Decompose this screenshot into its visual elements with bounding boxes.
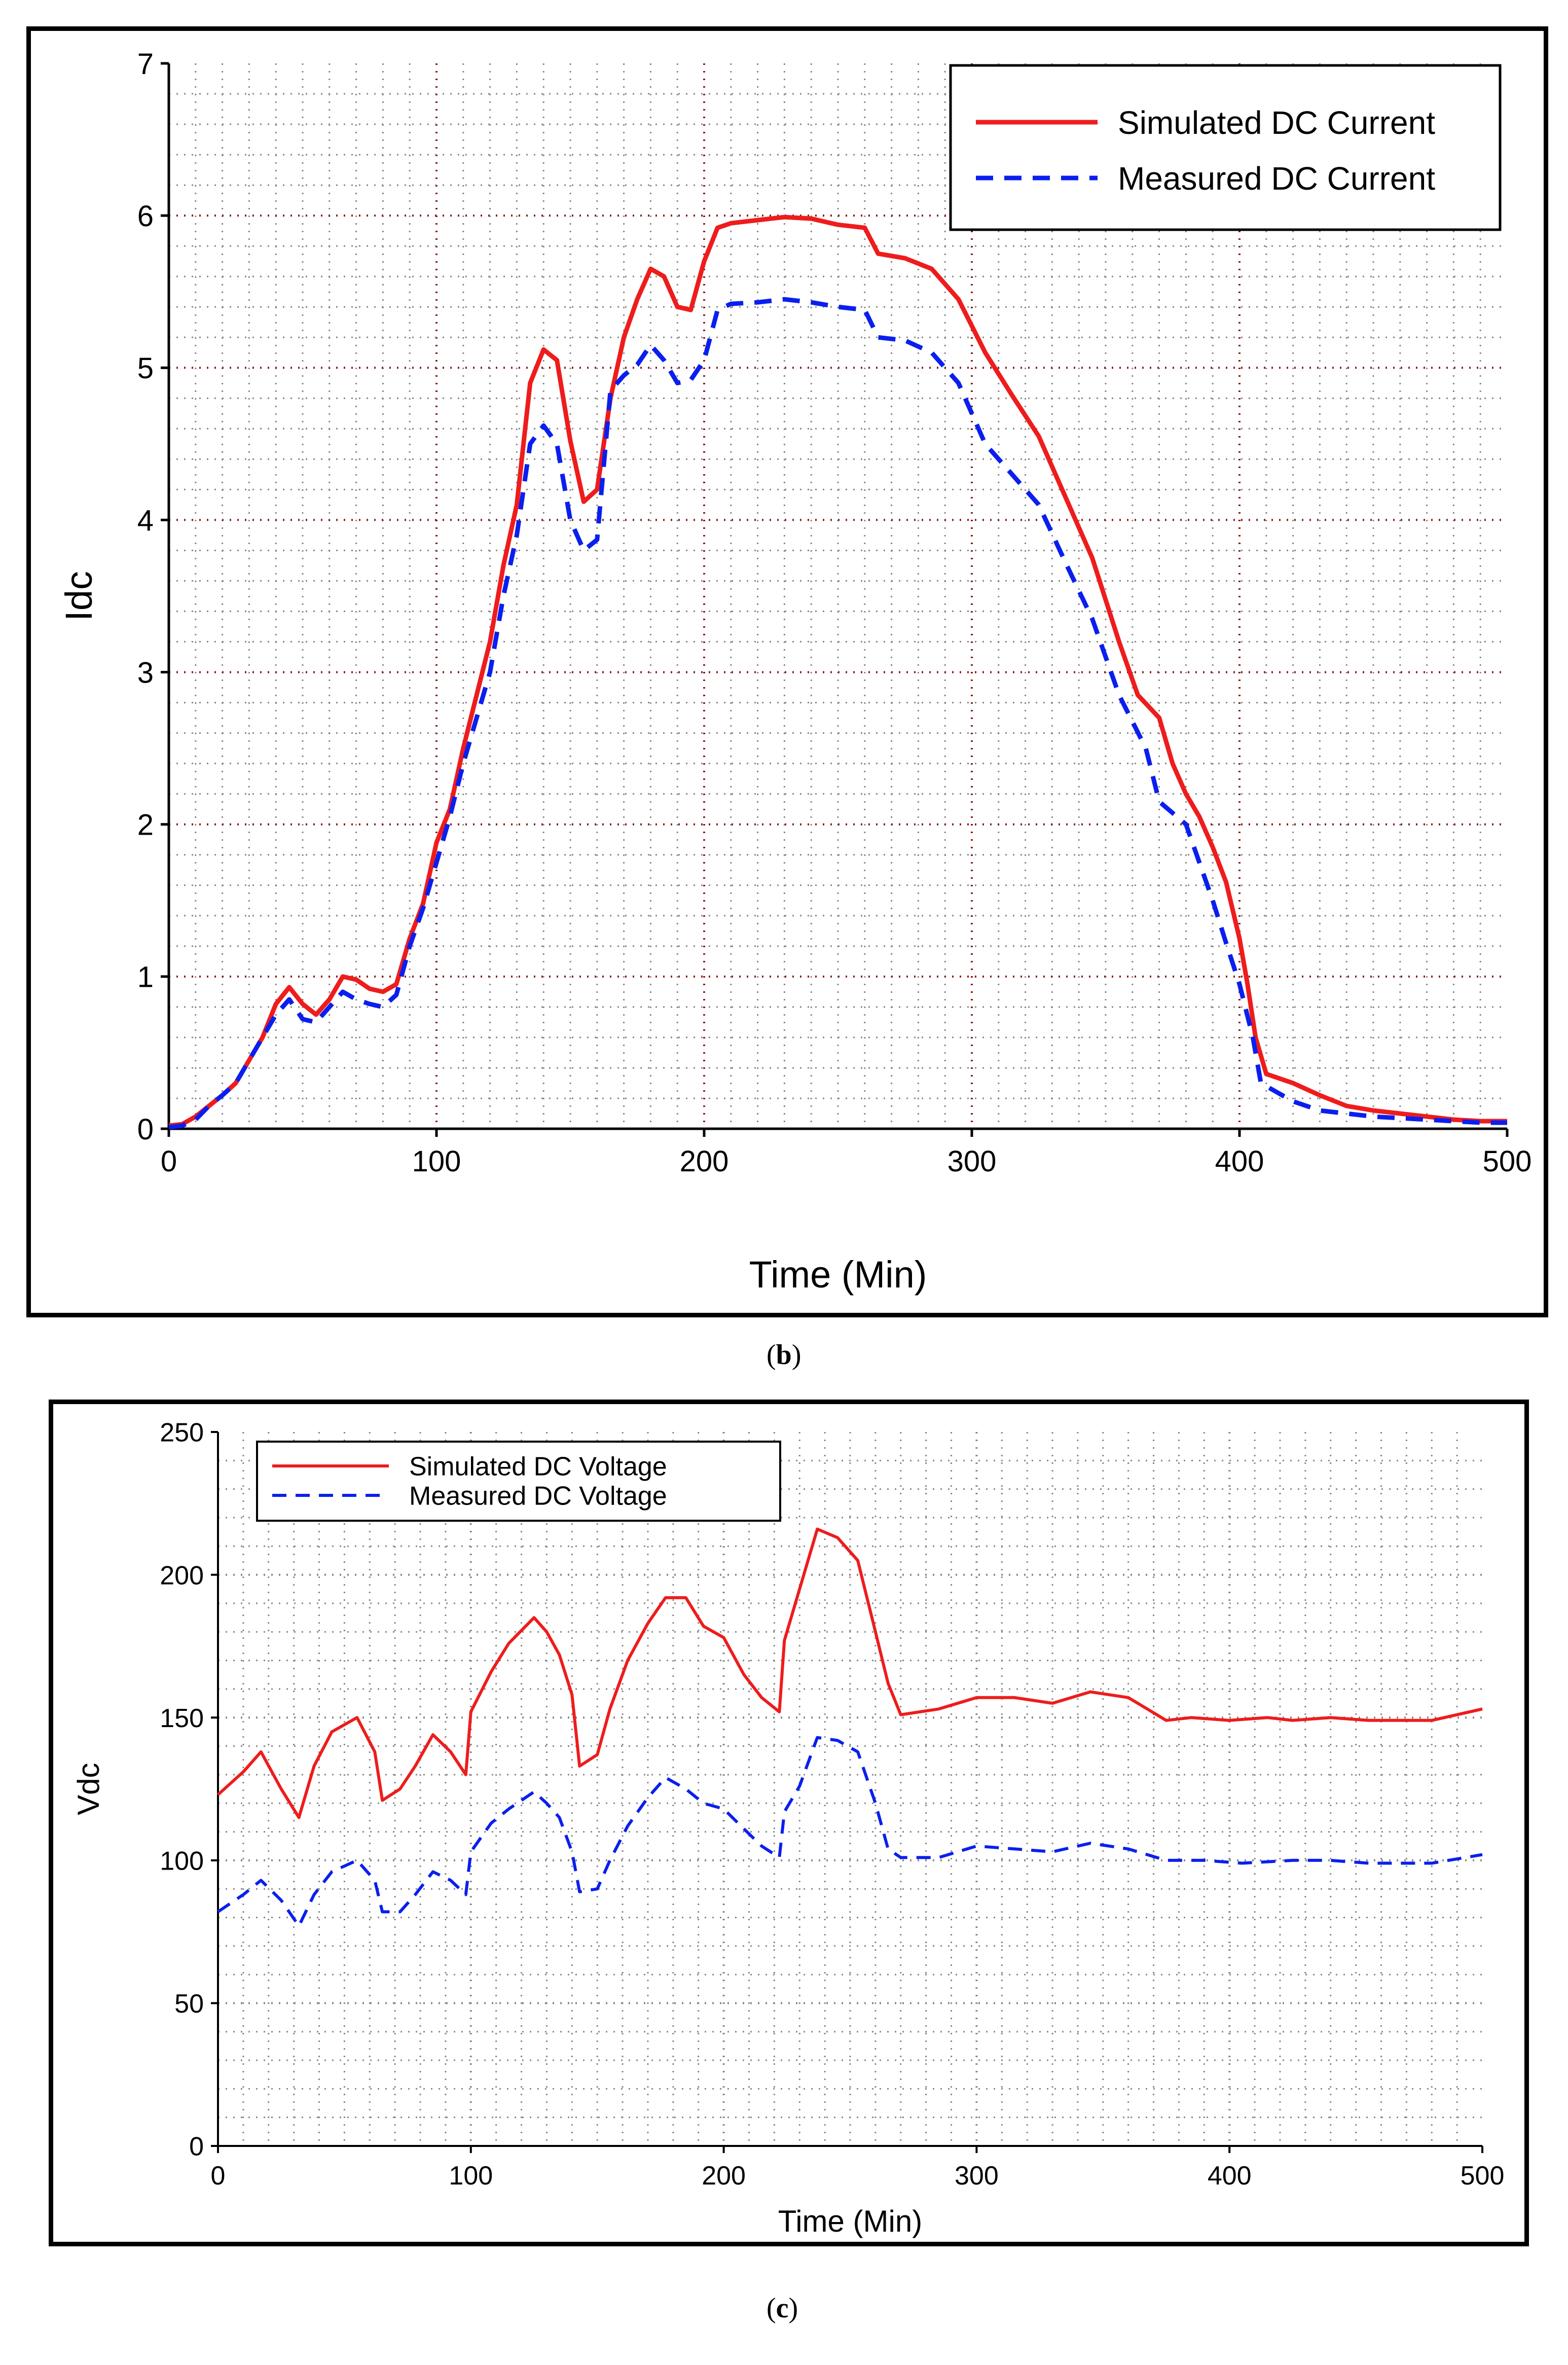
x-tick-label: 400	[1215, 1145, 1264, 1178]
chart-c-grid	[218, 1432, 1482, 2146]
y-tick-label: 4	[137, 504, 154, 537]
x-tick-label: 0	[161, 1145, 177, 1178]
x-tick-label: 300	[955, 2161, 999, 2191]
x-tick-label: 400	[1208, 2161, 1252, 2191]
x-tick-label: 100	[412, 1145, 461, 1178]
y-tick-label: 6	[137, 200, 154, 233]
y-tick-label: 0	[189, 2132, 204, 2162]
y-tick-label: 250	[160, 1418, 204, 1448]
x-tick-label: 300	[947, 1145, 997, 1178]
x-tick-label: 0	[211, 2161, 226, 2191]
x-tick-label: 500	[1461, 2161, 1505, 2191]
y-tick-label: 0	[137, 1113, 154, 1146]
y-tick-label: 100	[160, 1847, 204, 1876]
chart-b-svg: 0 100 200 300 400 500 0 1 2 3 4 5 6 7 Time (Min) Idc Sim…	[58, 48, 1532, 1296]
legend-label: Measured DC Current	[1118, 160, 1435, 197]
x-tick-label: 200	[702, 2161, 746, 2191]
y-tick-label: 2	[137, 809, 154, 842]
y-tick-label: 5	[137, 352, 154, 385]
y-tick-label: 50	[174, 1989, 204, 2019]
y-axis-title: Idc	[58, 571, 100, 621]
y-tick-label: 1	[137, 961, 154, 994]
x-axis-title: Time (Min)	[778, 2204, 922, 2238]
y-tick-label: 150	[160, 1704, 204, 1733]
caption-b: (b)	[767, 1339, 801, 1371]
series-measured-line	[217, 1736, 1483, 1928]
x-axis-title: Time (Min)	[749, 1253, 927, 1296]
y-tick-label: 3	[137, 656, 154, 689]
chart-b-frame: 0 100 200 300 400 500 0 1 2 3 4 5 6 7 Time (Min) Idc Sim…	[26, 26, 1548, 1317]
chart-c-svg: 0 100 200 300 400 500 0 50 100 150 200 250 Time (Min…	[71, 1418, 1505, 2238]
legend-label: Measured DC Voltage	[409, 1482, 667, 1511]
legend-label: Simulated DC Voltage	[409, 1452, 667, 1482]
x-tick-label: 200	[680, 1145, 729, 1178]
legend-box	[256, 1441, 781, 1522]
x-tick-label: 100	[449, 2161, 493, 2191]
series-simulated-line	[216, 1527, 1483, 1819]
y-tick-label: 7	[137, 48, 154, 81]
legend-label: Simulated DC Current	[1118, 104, 1435, 141]
chart-c-frame: 0 100 200 300 400 500 0 50 100 150 200 250 Time (Min…	[49, 1400, 1529, 2246]
chart-b-grid	[169, 63, 1507, 1129]
y-axis-title: Vdc	[71, 1763, 105, 1815]
y-tick-label: 200	[160, 1561, 204, 1590]
series-measured-line	[168, 297, 1507, 1130]
caption-c: (c)	[767, 2292, 798, 2324]
legend-box	[949, 64, 1502, 231]
series-simulated-line	[168, 214, 1507, 1128]
x-tick-label: 500	[1483, 1145, 1532, 1178]
